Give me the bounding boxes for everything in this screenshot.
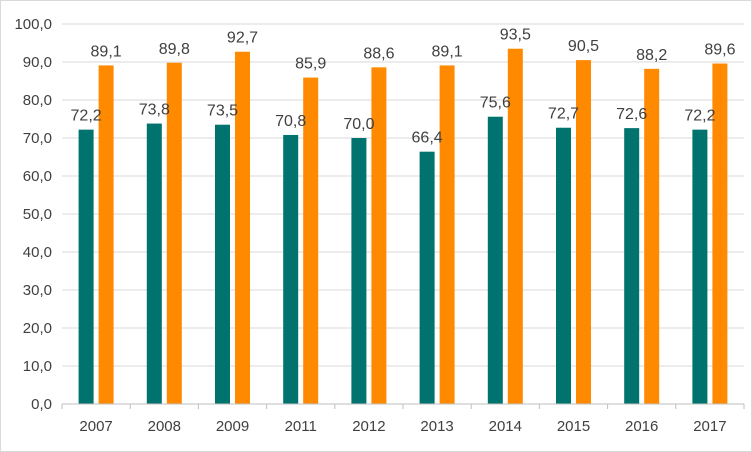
y-tick-label: 10,0 <box>23 358 52 375</box>
bar-2009-series-2 <box>235 51 250 405</box>
data-label-2016-series-1: 72,6 <box>616 106 647 123</box>
bar-2011-series-2 <box>303 77 319 404</box>
data-label-2012-series-1: 70,0 <box>343 116 374 133</box>
bar-2015-series-1 <box>556 127 571 405</box>
y-tick-label: 70,0 <box>23 130 52 147</box>
data-label-2009-series-2: 92,7 <box>227 30 258 47</box>
data-label-2012-series-2: 88,6 <box>363 45 394 62</box>
bar-2013-series-2 <box>439 65 455 405</box>
bar-2012-series-2 <box>371 67 387 404</box>
data-label-2011-series-1: 70,8 <box>275 113 306 130</box>
x-tick-label-2015: 2015 <box>557 418 590 435</box>
bar-2014-series-2 <box>507 48 523 404</box>
bar-2012-series-1 <box>351 138 367 404</box>
bar-2008-series-2 <box>166 62 182 404</box>
bar-2007-series-1 <box>78 129 94 404</box>
y-tick-label: 40,0 <box>23 244 52 261</box>
data-label-2015-series-2: 90,5 <box>568 38 599 55</box>
y-tick-label: 90,0 <box>23 54 52 71</box>
data-label-2007-series-1: 72,2 <box>71 108 102 125</box>
y-tick-label: 20,0 <box>23 320 52 337</box>
data-label-2017-series-2: 89,6 <box>704 42 735 59</box>
data-label-2016-series-2: 88,2 <box>636 47 667 64</box>
y-tick-label: 100,0 <box>14 16 52 33</box>
bar-2007-series-2 <box>98 65 114 405</box>
gridlines <box>62 23 744 367</box>
bar-2014-series-1 <box>487 116 503 404</box>
y-axis-tick-labels: 0,0 10,0 20,0 30,0 40,0 50,0 60,0 70,0 80,0 90,0 1… <box>14 16 52 413</box>
x-axis: 2007 2008 2009 2011 2012 2013 2014 2015 2016 2017 <box>61 403 745 435</box>
x-tick-label-2012: 2012 <box>352 418 385 435</box>
data-label-2014-series-2: 93,5 <box>500 27 531 44</box>
data-label-2017-series-1: 72,2 <box>684 108 715 125</box>
bar-2015-series-2 <box>576 60 591 404</box>
y-tick-label: 60,0 <box>23 168 52 185</box>
x-tick-label-2007: 2007 <box>79 418 112 435</box>
bar-2011-series-1 <box>283 134 299 404</box>
bar-2017-series-2 <box>712 63 728 405</box>
bar-2016-series-1 <box>624 128 640 404</box>
bar-2008-series-1 <box>146 123 162 404</box>
x-tick-label-2008: 2008 <box>148 418 181 435</box>
y-tick-label: 80,0 <box>23 92 52 109</box>
data-label-2009-series-1: 73,5 <box>207 103 238 120</box>
x-tick-label-2011: 2011 <box>285 418 317 435</box>
y-tick-label: 30,0 <box>23 282 52 299</box>
y-tick-label: 50,0 <box>23 206 52 223</box>
data-label-2015-series-1: 72,7 <box>548 106 579 123</box>
bar-2017-series-1 <box>692 129 708 404</box>
x-tick-label-2009: 2009 <box>216 418 249 435</box>
x-tick-label-2014: 2014 <box>489 418 522 435</box>
x-tick-label-2013: 2013 <box>420 418 453 435</box>
bar-2013-series-1 <box>419 151 435 404</box>
data-label-2014-series-1: 75,6 <box>480 95 511 112</box>
y-tick-label: 0,0 <box>31 396 52 413</box>
data-label-2013-series-1: 66,4 <box>412 130 443 147</box>
bars <box>78 48 728 405</box>
bar-2016-series-2 <box>644 68 660 404</box>
data-label-2011-series-2: 85,9 <box>295 56 326 73</box>
data-label-2007-series-2: 89,1 <box>91 43 122 60</box>
data-label-2008-series-2: 89,8 <box>159 41 190 58</box>
data-labels: 72,2 89,1 73,8 89,8 73,5 92,7 70,8 85,9 70,0 88,6… <box>71 27 736 147</box>
data-label-2013-series-2: 89,1 <box>432 43 463 60</box>
x-tick-label-2017: 2017 <box>693 418 726 435</box>
data-label-2008-series-1: 73,8 <box>139 102 170 119</box>
bar-2009-series-1 <box>215 124 230 404</box>
x-tick-label-2016: 2016 <box>625 418 658 435</box>
